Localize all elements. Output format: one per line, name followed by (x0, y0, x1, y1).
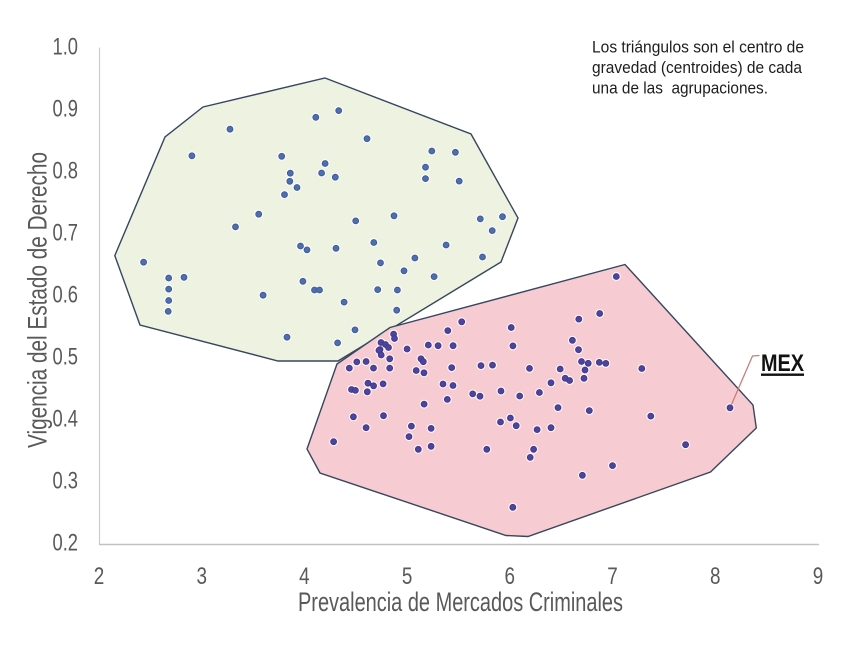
svg-text:0.5: 0.5 (53, 344, 79, 371)
svg-text:0.6: 0.6 (53, 282, 79, 309)
svg-text:0.7: 0.7 (53, 220, 79, 247)
svg-text:0.2: 0.2 (53, 530, 79, 557)
svg-text:0.3: 0.3 (53, 468, 79, 495)
svg-text:3: 3 (196, 563, 207, 590)
svg-text:4: 4 (299, 563, 310, 590)
svg-text:Prevalencia de Mercados Crimin: Prevalencia de Mercados Criminales (298, 587, 623, 617)
svg-text:MEX: MEX (761, 350, 804, 377)
svg-text:0.4: 0.4 (53, 406, 79, 433)
svg-text:9: 9 (813, 563, 824, 590)
svg-text:una de las agrupaciones.: una de las agrupaciones. (592, 79, 768, 98)
svg-text:7: 7 (607, 563, 618, 590)
svg-text:0.9: 0.9 (53, 96, 79, 123)
svg-text:Vigencia del Estado de Derecho: Vigencia del Estado de Derecho (23, 152, 53, 448)
svg-text:1.0: 1.0 (53, 34, 79, 61)
svg-text:0.8: 0.8 (53, 158, 79, 185)
svg-text:Los triángulos son el centro d: Los triángulos son el centro de (592, 38, 804, 57)
svg-text:2: 2 (94, 563, 105, 590)
svg-text:6: 6 (505, 563, 516, 590)
svg-text:gravedad (centroides) de cada: gravedad (centroides) de cada (592, 58, 802, 77)
svg-text:5: 5 (402, 563, 413, 590)
svg-text:8: 8 (710, 563, 721, 590)
